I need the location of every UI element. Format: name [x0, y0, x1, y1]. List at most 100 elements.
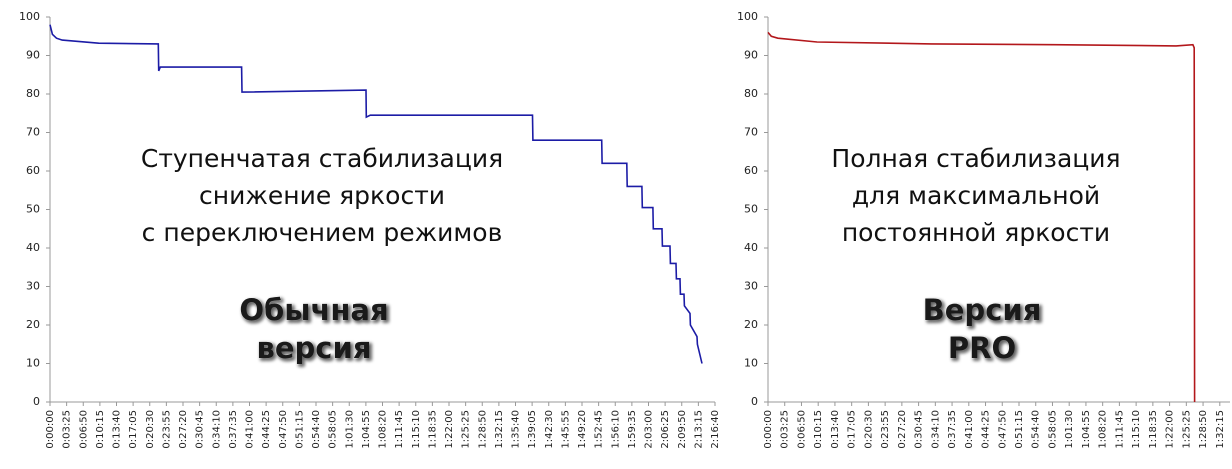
x-tick-label: 2:03:00 [644, 410, 655, 449]
x-tick-label: 2:13:15 [693, 410, 704, 449]
x-tick-label: 0:10:15 [813, 410, 824, 449]
x-tick-label: 1:42:30 [544, 410, 555, 449]
y-tick-label: 10 [744, 357, 758, 370]
y-tick-label: 100 [19, 10, 40, 23]
x-tick-label: 0:54:40 [1031, 410, 1042, 449]
y-tick-label: 10 [26, 357, 40, 370]
annotation: Ступенчатая стабилизация [141, 144, 503, 173]
x-tick-label: 0:30:45 [195, 410, 206, 449]
x-tick-label: 1:32:15 [494, 410, 505, 449]
x-tick-label: 0:20:30 [145, 410, 156, 449]
x-tick-label: 0:00:00 [45, 410, 56, 449]
x-tick-label: 0:13:40 [112, 410, 123, 449]
y-tick-label: 70 [26, 126, 40, 139]
x-tick-label: 0:51:15 [294, 410, 305, 449]
x-tick-label: 0:34:10 [930, 410, 941, 449]
data-line [767, 31, 1196, 403]
x-tick-label: 1:08:20 [1098, 410, 1109, 449]
x-tick-label: 0:27:20 [897, 410, 908, 449]
x-tick-label: 1:04:55 [1081, 410, 1092, 449]
x-tick-label: 1:08:20 [378, 410, 389, 449]
x-tick-label: 1:11:45 [1114, 410, 1125, 449]
x-tick-label: 1:15:10 [411, 410, 422, 449]
x-tick-label: 1:59:35 [627, 410, 638, 449]
x-tick-label: 0:10:15 [95, 410, 106, 449]
y-tick-label: 60 [744, 164, 758, 177]
x-tick-label: 1:18:35 [1148, 410, 1159, 449]
y-tick-label: 50 [26, 203, 40, 216]
x-tick-label: 1:22:00 [444, 410, 455, 449]
data-line [49, 24, 703, 364]
x-tick-label: 1:01:30 [344, 410, 355, 449]
x-tick-label: 1:11:45 [394, 410, 405, 449]
x-tick-label: 1:25:25 [461, 410, 472, 449]
x-tick-label: 0:17:05 [847, 410, 858, 449]
annotation: версия [257, 331, 372, 365]
x-tick-label: 0:34:10 [211, 410, 222, 449]
y-tick-label: 40 [26, 241, 40, 254]
x-tick-label: 1:35:40 [511, 410, 522, 449]
annotation: для максимальной [852, 181, 1100, 210]
y-tick-label: 90 [26, 49, 40, 62]
x-tick-label: 0:54:40 [311, 410, 322, 449]
chart-panel: 0 10 20 30 40 50 60 70 80 90 100 0:00:00 0:03:25 0:06… [737, 10, 1230, 449]
y-tick-label: 90 [744, 49, 758, 62]
y-tick-label: 30 [26, 280, 40, 293]
x-tick-label: 0:17:05 [128, 410, 139, 449]
y-tick-label: 60 [26, 164, 40, 177]
x-tick-label: 0:41:00 [245, 410, 256, 449]
x-tick-label: 1:39:05 [527, 410, 538, 449]
x-tick-label: 2:06:25 [660, 410, 671, 449]
x-tick-label: 0:47:50 [278, 410, 289, 449]
annotation: Версия [923, 293, 1042, 327]
x-tick-label: 0:00:00 [763, 410, 774, 449]
x-tick-label: 0:06:50 [796, 410, 807, 449]
y-tick-label: 70 [744, 126, 758, 139]
x-tick-label: 0:03:25 [62, 410, 73, 449]
x-tick-label: 1:15:10 [1131, 410, 1142, 449]
annotation: с переключением режимов [142, 218, 503, 247]
y-tick-label: 80 [744, 87, 758, 100]
x-tick-label: 1:01:30 [1064, 410, 1075, 449]
x-tick-label: 1:28:50 [1198, 410, 1209, 449]
x-tick-label: 1:28:50 [477, 410, 488, 449]
y-tick-label: 100 [737, 10, 758, 23]
y-tick-label: 20 [26, 318, 40, 331]
annotation: постоянной яркости [842, 218, 1110, 247]
x-tick-label: 0:03:25 [780, 410, 791, 449]
x-tick-label: 2:09:50 [677, 410, 688, 449]
annotation: Обычная [239, 293, 388, 327]
x-tick-label: 1:22:00 [1165, 410, 1176, 449]
x-tick-label: 0:23:55 [880, 410, 891, 449]
x-tick-label: 0:37:35 [228, 410, 239, 449]
x-tick-label: 0:47:50 [997, 410, 1008, 449]
x-tick-label: 1:25:25 [1181, 410, 1192, 449]
annotation: снижение яркости [199, 181, 445, 210]
y-tick-label: 40 [744, 241, 758, 254]
x-tick-label: 0:44:25 [261, 410, 272, 449]
x-tick-label: 0:41:00 [964, 410, 975, 449]
y-tick-label: 50 [744, 203, 758, 216]
x-tick-label: 2:16:40 [710, 410, 721, 449]
x-tick-label: 0:37:35 [947, 410, 958, 449]
x-tick-label: 0:58:05 [328, 410, 339, 449]
x-tick-label: 1:32:15 [1215, 410, 1226, 449]
x-tick-label: 1:45:55 [560, 410, 571, 449]
x-tick-label: 0:20:30 [863, 410, 874, 449]
x-tick-label: 1:52:45 [594, 410, 605, 449]
chart-panel: 0 10 20 30 40 50 60 70 80 90 100 0:00:00 0:03:25 0:06… [19, 10, 721, 449]
x-tick-label: 1:04:55 [361, 410, 372, 449]
y-tick-label: 0 [33, 395, 40, 408]
y-tick-label: 0 [751, 395, 758, 408]
y-tick-label: 30 [744, 280, 758, 293]
x-tick-label: 1:18:35 [427, 410, 438, 449]
x-tick-label: 0:58:05 [1047, 410, 1058, 449]
x-tick-label: 0:13:40 [830, 410, 841, 449]
x-tick-label: 0:06:50 [78, 410, 89, 449]
annotation: PRO [948, 331, 1016, 365]
y-tick-label: 20 [744, 318, 758, 331]
y-tick-label: 80 [26, 87, 40, 100]
x-tick-label: 1:56:10 [610, 410, 621, 449]
x-tick-label: 1:49:20 [577, 410, 588, 449]
